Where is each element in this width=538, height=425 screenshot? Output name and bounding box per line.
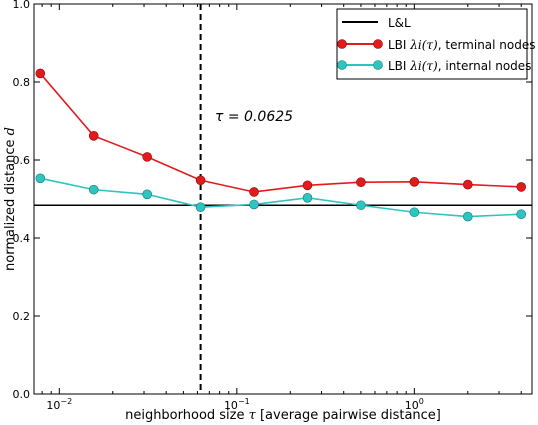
series-0-point — [35, 68, 46, 79]
y-axis-title: normalized distance d — [3, 127, 18, 271]
tau-annotation: τ = 0.0625 — [215, 109, 293, 125]
y-tick-label: 0.6 — [13, 154, 31, 167]
series-0-point — [462, 179, 473, 190]
y-tick-label: 0.2 — [13, 310, 31, 323]
series-1-point — [249, 199, 259, 210]
series-0-point — [88, 131, 99, 141]
x-axis-title: neighborhood size τ [average pairwise di… — [125, 408, 441, 423]
series-0-point — [516, 182, 527, 192]
y-tick-label: 0.0 — [13, 388, 31, 401]
legend-marker-terminal-right — [373, 39, 383, 49]
legend-label-ll: L&L — [388, 16, 411, 30]
series-0-point — [195, 175, 206, 186]
legend-marker-internal-right — [373, 60, 383, 70]
series-1-point — [356, 200, 366, 211]
series-1-point — [516, 209, 527, 220]
x-tick-label: 10−1 — [224, 397, 250, 412]
series-1-point — [195, 202, 206, 212]
legend-marker-internal-left — [337, 60, 347, 70]
series-0-point — [356, 177, 366, 188]
series-1-point — [462, 211, 473, 222]
series-0-point — [249, 187, 259, 197]
y-tick-label: 0.4 — [13, 232, 31, 245]
tick-layer: 0.0 0.2 0.4 0.6 0.8 1.0 10−2 10−1 100 — [13, 0, 532, 412]
series-1-point — [88, 184, 99, 195]
legend-marker-terminal-left — [337, 39, 347, 49]
y-tick-label: 0.8 — [13, 76, 31, 89]
legend-label-internal: LBI λi(τ), internal nodes — [388, 59, 531, 73]
plot-layer — [34, 4, 532, 394]
series-1-point — [302, 193, 313, 203]
y-tick-label: 1.0 — [13, 0, 31, 11]
series-0-point — [302, 180, 313, 191]
series-1-point — [409, 207, 420, 218]
series-1-point — [142, 189, 152, 200]
x-tick-label: 10−2 — [46, 397, 72, 412]
series-0-line — [39, 72, 522, 193]
legend: L&L LBI λi(τ), terminal nodes LBI λi(τ),… — [336, 8, 536, 80]
x-tick-label: 100 — [405, 397, 424, 412]
series-0-point — [409, 177, 420, 187]
series-1-point — [35, 173, 46, 184]
plot-frame — [33, 3, 533, 395]
series-1-line — [40, 177, 522, 218]
series-0-point — [142, 152, 152, 162]
legend-label-terminal: LBI λi(τ), terminal nodes — [388, 38, 536, 52]
